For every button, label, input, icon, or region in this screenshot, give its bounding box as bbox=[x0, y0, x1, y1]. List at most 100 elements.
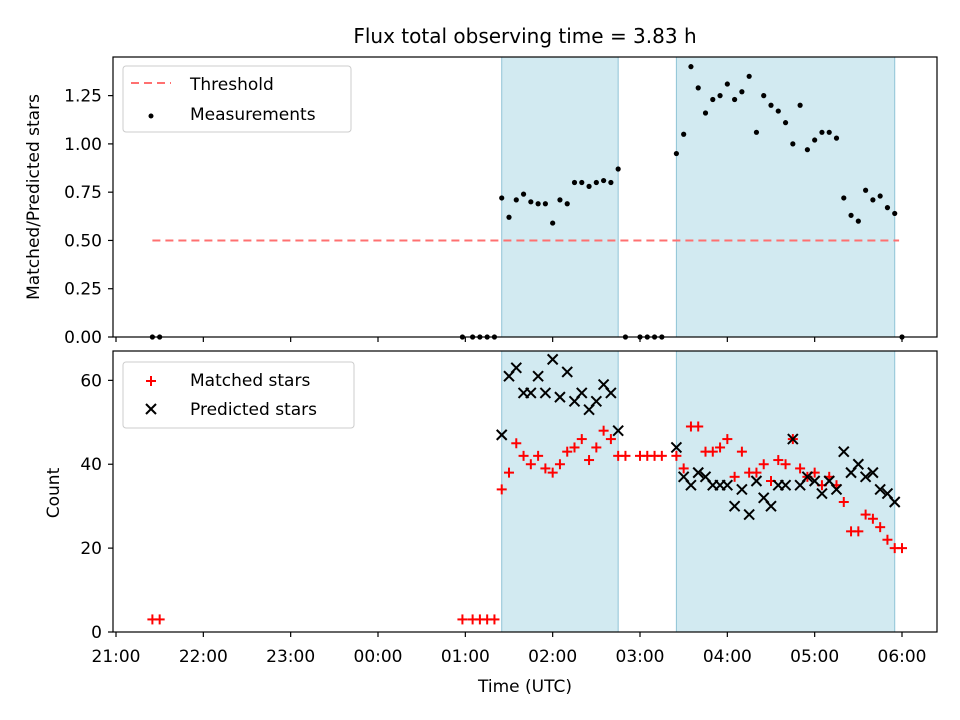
matched-stars-point bbox=[838, 496, 849, 507]
measurement-point bbox=[528, 199, 534, 205]
top-ytick-label: 0.75 bbox=[64, 183, 102, 203]
measurement-point bbox=[681, 131, 687, 137]
measurement-point bbox=[790, 141, 796, 147]
predicted-stars-point bbox=[546, 353, 559, 366]
matched-stars-point bbox=[576, 434, 587, 445]
bottom-panel: 0 20 40 60 21:00 22:00 23:00 00:00 01:00 02:00 03… bbox=[44, 350, 938, 697]
xtick-label: 02:00 bbox=[528, 647, 577, 667]
predicted-stars-point bbox=[867, 466, 879, 479]
top-panel: 0.00 0.25 0.50 0.75 1.00 1.25 Matched/Predict… bbox=[24, 56, 938, 348]
measurement-point bbox=[717, 93, 723, 99]
predicted-stars-point bbox=[743, 508, 755, 521]
predicted-stars-point bbox=[721, 479, 734, 491]
matched-stars-point bbox=[525, 459, 536, 470]
matched-stars-point bbox=[489, 614, 500, 625]
measurement-point bbox=[586, 183, 592, 189]
matched-stars-point bbox=[795, 463, 806, 474]
measurement-point bbox=[782, 120, 789, 126]
xtick-label: 03:00 bbox=[616, 647, 665, 667]
measurement-point bbox=[739, 89, 745, 95]
top-ytick-label: 0.00 bbox=[64, 328, 102, 348]
matched-stars-point bbox=[562, 446, 573, 457]
predicted-stars-point bbox=[801, 471, 814, 483]
matched-stars-point bbox=[897, 543, 907, 554]
measurement-point bbox=[797, 102, 803, 108]
matched-stars-point bbox=[584, 455, 595, 466]
measurement-point bbox=[695, 85, 701, 91]
top-shaded-interval-0 bbox=[501, 56, 619, 338]
matched-stars-point bbox=[707, 446, 718, 457]
matched-stars-point bbox=[853, 526, 864, 537]
measurement-point bbox=[812, 137, 818, 143]
predicted-stars-point bbox=[605, 387, 617, 399]
measurements-legend-label: Measurements bbox=[190, 105, 316, 125]
predicted-stars-point bbox=[612, 424, 624, 437]
predicted-legend-label: Predicted stars bbox=[190, 400, 317, 420]
top-shaded-interval-1 bbox=[675, 56, 896, 338]
measurement-point bbox=[702, 110, 709, 116]
xtick-label: 23:00 bbox=[266, 647, 315, 667]
matched-stars-point bbox=[518, 450, 529, 461]
top-legend-box bbox=[122, 65, 352, 133]
bottom-ytick-label: 20 bbox=[80, 539, 102, 559]
matched-stars-point bbox=[736, 446, 747, 457]
matched-legend-label: Matched stars bbox=[190, 371, 310, 391]
measurement-point bbox=[855, 218, 861, 224]
measurement-point bbox=[884, 205, 891, 211]
measurement-point bbox=[499, 195, 505, 201]
measurement-point bbox=[833, 135, 840, 141]
measurement-point bbox=[601, 177, 607, 184]
measurement-point bbox=[615, 166, 621, 172]
predicted-stars-point bbox=[765, 500, 777, 512]
matched-stars-point bbox=[547, 467, 558, 478]
measurement-point bbox=[826, 129, 832, 135]
predicted-stars-point bbox=[750, 475, 763, 487]
matched-stars-point bbox=[715, 442, 726, 453]
predicted-stars-point bbox=[692, 466, 704, 479]
measurement-point bbox=[513, 197, 519, 203]
measurement-point bbox=[710, 96, 716, 103]
bottom-plot-frame bbox=[112, 350, 938, 633]
bottom-ytick-label: 0 bbox=[91, 623, 102, 643]
bottom-shaded-interval-0 bbox=[501, 350, 619, 633]
predicted-stars-point bbox=[539, 387, 552, 399]
x-axis-label: Time (UTC) bbox=[477, 677, 572, 697]
matched-stars-point bbox=[569, 442, 580, 453]
matched-stars-point bbox=[540, 463, 551, 474]
predicted-stars-point bbox=[554, 391, 566, 403]
measurement-point bbox=[732, 96, 738, 103]
predicted-stars-point bbox=[590, 395, 603, 408]
measurement-point bbox=[557, 197, 563, 203]
top-ytick-label: 0.25 bbox=[64, 280, 102, 300]
measurement-point bbox=[768, 102, 774, 108]
matched-stars-point bbox=[591, 442, 602, 453]
measurement-point bbox=[892, 210, 898, 217]
matched-stars-point bbox=[773, 455, 784, 466]
predicted-stars-point bbox=[561, 366, 573, 378]
measurement-point bbox=[724, 81, 730, 87]
matched-stars-point bbox=[154, 614, 165, 625]
xtick-label: 22:00 bbox=[179, 647, 228, 667]
bottom-y-axis-label: Count bbox=[44, 467, 64, 518]
matched-stars-point bbox=[656, 450, 667, 461]
matched-stars-point bbox=[722, 434, 733, 445]
predicted-stars-point bbox=[728, 500, 741, 512]
measurement-point bbox=[608, 179, 614, 186]
measurement-point bbox=[870, 197, 876, 203]
xtick-label: 01:00 bbox=[441, 647, 490, 667]
measurement-point bbox=[550, 220, 556, 226]
top-legend: Threshold Measurements bbox=[122, 65, 352, 133]
matched-stars-point bbox=[780, 459, 791, 470]
top-y-axis-label: Matched/Predicted stars bbox=[24, 94, 44, 300]
bottom-ytick-label: 40 bbox=[80, 455, 102, 475]
bottom-shaded-interval-1 bbox=[675, 350, 896, 633]
predicted-stars-point bbox=[830, 483, 843, 496]
predicted-stars-point bbox=[787, 433, 799, 445]
measurement-point bbox=[877, 193, 883, 199]
measurement-point bbox=[535, 201, 541, 207]
measurement-point bbox=[688, 64, 694, 70]
measurement-point bbox=[761, 93, 767, 99]
matched-stars-point bbox=[729, 471, 740, 482]
matched-stars-point bbox=[671, 450, 682, 461]
